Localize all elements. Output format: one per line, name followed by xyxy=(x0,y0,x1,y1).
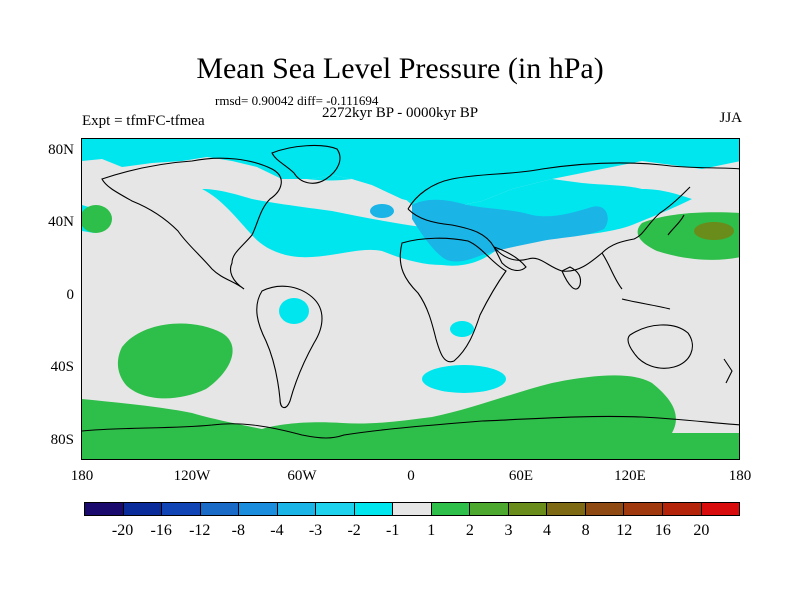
colorbar xyxy=(84,502,740,516)
colorbar-box-6 xyxy=(277,503,317,515)
colorbar-box-7 xyxy=(316,503,355,515)
colorbar-label: -3 xyxy=(308,522,323,539)
colorbar-label: 8 xyxy=(581,522,590,539)
colorbar-box-14 xyxy=(585,503,625,515)
colorbar-label: -2 xyxy=(347,522,361,539)
lat-label-0: 0 xyxy=(66,287,75,303)
lon-label-180w: 180 xyxy=(70,468,94,484)
map-title: Mean Sea Level Pressure (in hPa) xyxy=(196,52,604,85)
lon-label-0: 0 xyxy=(407,468,415,484)
lat-label-40n: 40N xyxy=(48,214,74,230)
colorbar-label: -20 xyxy=(111,522,134,539)
coastlines xyxy=(82,145,739,439)
colorbar-label: 4 xyxy=(543,522,552,539)
colorbar-box-4 xyxy=(200,503,240,515)
lat-label-40s: 40S xyxy=(50,359,74,375)
colorbar-label: 16 xyxy=(654,522,671,539)
experiment-label: Expt = tfmFC-tfmea xyxy=(82,113,205,129)
colorbar-label: -8 xyxy=(231,522,245,539)
colorbar-box-13 xyxy=(547,503,586,515)
lat-label-80s: 80S xyxy=(50,432,74,448)
world-map xyxy=(82,139,739,459)
colorbar-box-1 xyxy=(85,503,124,515)
positive-anomaly-regions xyxy=(82,205,739,459)
colorbar-label: -4 xyxy=(270,522,284,539)
colorbar-box-12 xyxy=(508,503,548,515)
colorbar-label: -1 xyxy=(386,522,400,539)
colorbar-box-8 xyxy=(354,503,394,515)
lon-label-120e: 120E xyxy=(614,468,646,484)
colorbar-label: 12 xyxy=(616,522,633,539)
colorbar-label: -16 xyxy=(150,522,172,539)
colorbar-box-15 xyxy=(624,503,663,515)
time-period-label: 2272kyr BP - 0000kyr BP xyxy=(322,105,479,121)
lon-label-60e: 60E xyxy=(508,468,534,484)
colorbar-box-17 xyxy=(701,503,740,515)
season-label: JJA xyxy=(719,110,742,126)
lat-label-80n: 80N xyxy=(48,142,74,158)
strong-negative-regions xyxy=(370,199,608,262)
colorbar-box-2 xyxy=(123,503,163,515)
lon-label-60w: 60W xyxy=(287,468,317,484)
map-panel xyxy=(81,138,740,460)
colorbar-label: 20 xyxy=(693,522,710,539)
colorbar-box-3 xyxy=(162,503,201,515)
colorbar-box-5 xyxy=(239,503,278,515)
colorbar-box-10 xyxy=(431,503,471,515)
strong-positive-region xyxy=(694,222,734,240)
colorbar-label: 1 xyxy=(427,522,436,539)
colorbar-label: 2 xyxy=(465,522,474,539)
rmsd-diff-stats: rmsd= 0.90042 diff= -0.111694 xyxy=(215,93,379,108)
lon-label-180e: 180 xyxy=(728,468,752,484)
lon-label-120w: 120W xyxy=(173,468,211,484)
colorbar-box-11 xyxy=(470,503,509,515)
colorbar-label: -12 xyxy=(189,522,211,539)
colorbar-box-9 xyxy=(393,503,432,515)
colorbar-box-16 xyxy=(662,503,702,515)
colorbar-label: 3 xyxy=(504,522,513,539)
